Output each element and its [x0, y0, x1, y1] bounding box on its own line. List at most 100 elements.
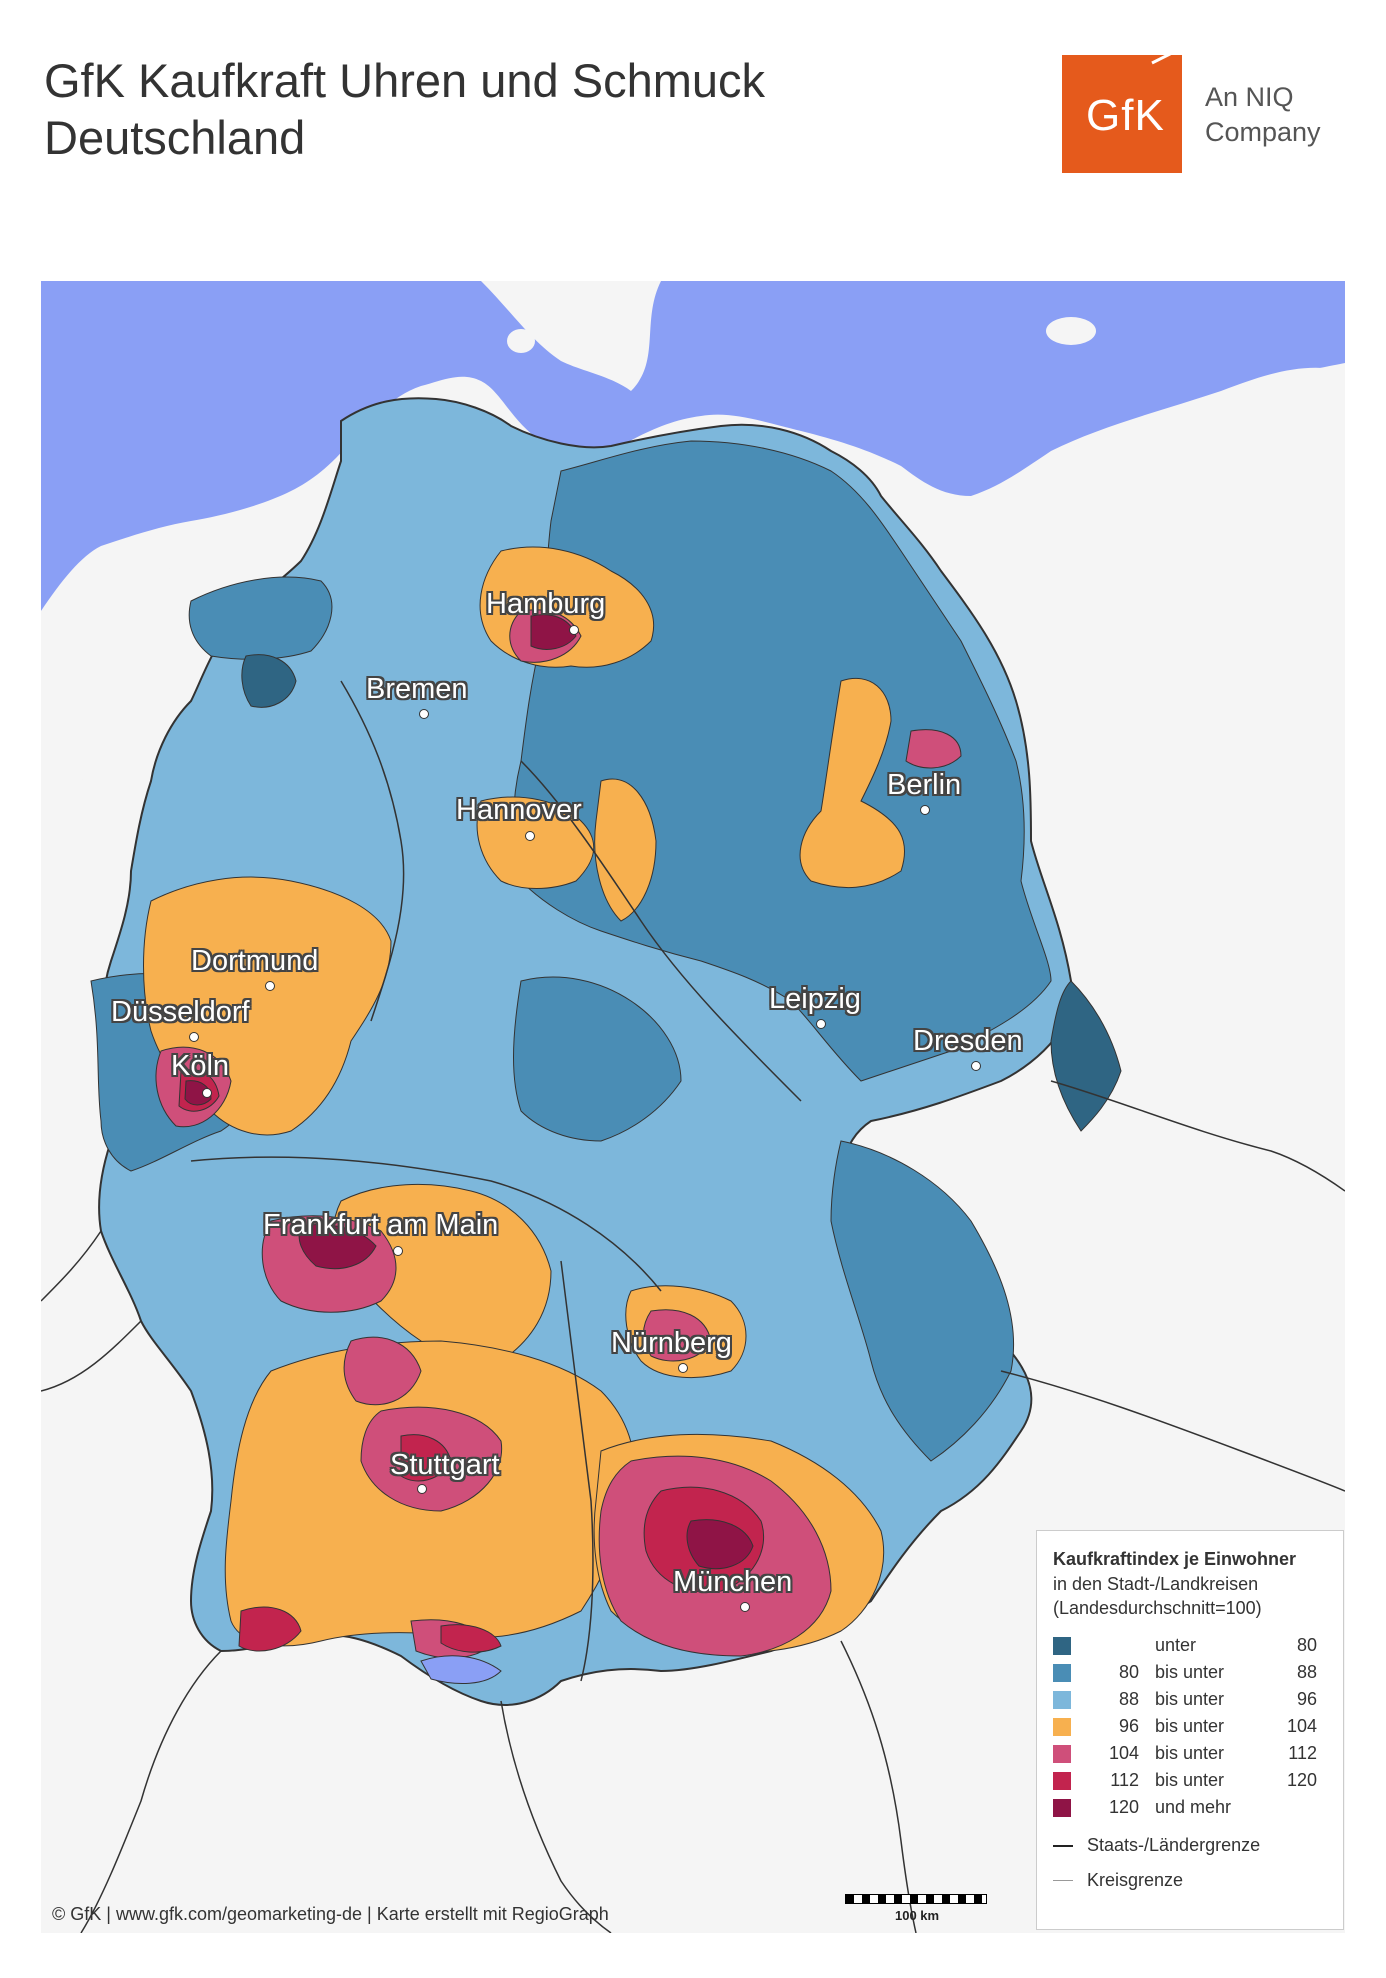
legend-to: 80 — [1296, 1635, 1317, 1655]
region-104-rhein-neckar — [343, 1336, 422, 1406]
scandinavia — [481, 281, 661, 391]
source-credit: © GfK | www.gfk.com/geomarketing-de | Ka… — [52, 1904, 609, 1924]
legend-subtitle-2: (Landesdurchschnitt=100) — [1053, 1598, 1262, 1618]
legend-op: und mehr — [1155, 1797, 1232, 1817]
city-dot-muenchen — [740, 1602, 750, 1612]
city-label-berlin[interactable]: Berlin — [887, 769, 962, 801]
border-line — [1050, 1080, 1345, 1192]
logo-text: GfK — [1086, 91, 1165, 140]
city-label-stuttgart[interactable]: Stuttgart — [390, 1449, 500, 1481]
legend-row: 80 bis unter 88 — [1053, 1659, 1327, 1686]
city-dot-duesseldorf — [189, 1032, 199, 1042]
legend-row: 120 und mehr — [1053, 1794, 1327, 1821]
legend-from: 88 — [1118, 1689, 1139, 1709]
border-line — [840, 1640, 917, 1933]
legend-op: unter — [1155, 1635, 1197, 1655]
netherlands — [41, 546, 191, 831]
legend-op: bis unter — [1155, 1770, 1225, 1790]
city-dot-nuernberg — [678, 1363, 688, 1373]
legend-rows: unter 80 80 bis unter 88 88 bis unter 96… — [1053, 1632, 1327, 1821]
legend-state-border: Staats-/Ländergrenze — [1053, 1835, 1327, 1856]
city-label-muenchen[interactable]: München — [673, 1566, 793, 1598]
city-label-hamburg[interactable]: Hamburg — [486, 588, 606, 620]
legend-title: Kaufkraftindex je Einwohner — [1053, 1549, 1297, 1569]
city-label-duesseldorf[interactable]: Düsseldorf — [111, 996, 250, 1028]
legend-swatch — [1053, 1690, 1071, 1709]
region-bavaria-east-dark — [830, 1140, 1015, 1462]
legend-swatch — [1053, 1717, 1071, 1736]
legend-op: bis unter — [1155, 1689, 1225, 1709]
legend-row: 96 bis unter 104 — [1053, 1713, 1327, 1740]
border-line — [1000, 1370, 1345, 1492]
scale-bar-ticks — [845, 1894, 987, 1904]
region-braunschweig — [594, 778, 657, 922]
legend-swatch — [1053, 1636, 1071, 1655]
scale-bar: 100 km — [845, 1894, 995, 1930]
legend-swatch — [1053, 1744, 1071, 1763]
region-104-berlin — [905, 729, 962, 769]
city-label-leipzig[interactable]: Leipzig — [769, 983, 861, 1015]
city-label-nuernberg[interactable]: Nürnberg — [611, 1327, 732, 1359]
logo-tagline: An NIQ Company — [1205, 80, 1321, 150]
region-104-nuernberg — [643, 1309, 712, 1362]
state-border — [340, 680, 405, 1022]
border-line — [500, 1700, 612, 1933]
legend-to: 104 — [1286, 1716, 1317, 1736]
gfk-logo: GfK — [1062, 55, 1182, 173]
city-label-dortmund[interactable]: Dortmund — [191, 945, 319, 977]
city-label-dresden[interactable]: Dresden — [913, 1025, 1023, 1057]
state-border-sample — [1053, 1844, 1073, 1847]
region-under-80-west — [241, 654, 297, 708]
legend-from: 80 — [1118, 1662, 1139, 1682]
state-border — [190, 1156, 662, 1292]
region-120-hamburg — [530, 614, 577, 650]
title-line-2: Deutschland — [44, 111, 306, 164]
city-dot-hamburg — [569, 625, 579, 635]
city-label-frankfurt[interactable]: Frankfurt am Main — [263, 1209, 499, 1241]
region-berlin-ring — [799, 677, 906, 889]
tagline-line-1: An NIQ — [1205, 82, 1294, 112]
city-label-hannover[interactable]: Hannover — [456, 794, 582, 826]
lake-constance — [420, 1655, 502, 1684]
legend-from: 96 — [1118, 1716, 1139, 1736]
region-hannover — [476, 796, 595, 889]
state-border — [520, 760, 802, 1102]
city-dot-hannover — [525, 831, 535, 841]
legend-op: bis unter — [1155, 1716, 1225, 1736]
region-under-80-east — [1050, 980, 1122, 1132]
border-line — [80, 1650, 222, 1933]
border-line — [41, 1230, 102, 1302]
region-north-dark — [188, 576, 333, 660]
legend-from: 104 — [1108, 1743, 1139, 1763]
legend-district-border: Kreisgrenze — [1053, 1870, 1327, 1891]
legend-district-border-label: Kreisgrenze — [1087, 1870, 1184, 1890]
title-line-1: GfK Kaufkraft Uhren und Schmuck — [44, 54, 765, 107]
legend-from: 120 — [1108, 1797, 1139, 1817]
city-dot-koeln — [202, 1088, 212, 1098]
legend-row: 104 bis unter 112 — [1053, 1740, 1327, 1767]
legend-subtitle-1: in den Stadt-/Landkreisen — [1053, 1574, 1259, 1594]
island — [1046, 317, 1096, 345]
legend-from: 112 — [1110, 1770, 1139, 1790]
legend-state-border-label: Staats-/Ländergrenze — [1087, 1835, 1261, 1855]
island — [507, 329, 535, 353]
city-label-bremen[interactable]: Bremen — [366, 673, 468, 705]
legend-swatch — [1053, 1798, 1071, 1817]
scale-bar-label: 100 km — [895, 1908, 940, 1923]
city-dot-frankfurt — [393, 1246, 403, 1256]
city-dot-bremen — [419, 709, 429, 719]
city-dot-dresden — [971, 1061, 981, 1071]
district-border-sample — [1053, 1880, 1073, 1881]
city-dot-dortmund — [265, 981, 275, 991]
city-label-koeln[interactable]: Köln — [171, 1050, 230, 1082]
legend-op: bis unter — [1155, 1743, 1225, 1763]
legend-to: 88 — [1296, 1662, 1317, 1682]
region-central-dark — [513, 976, 682, 1142]
city-dot-stuttgart — [417, 1484, 427, 1494]
region-120-frankfurt — [298, 1224, 377, 1270]
legend-to: 112 — [1288, 1743, 1317, 1763]
tagline-line-2: Company — [1205, 117, 1321, 147]
city-dot-berlin — [920, 805, 930, 815]
legend-row: 88 bis unter 96 — [1053, 1686, 1327, 1713]
region-120-muenchen — [686, 1519, 754, 1570]
